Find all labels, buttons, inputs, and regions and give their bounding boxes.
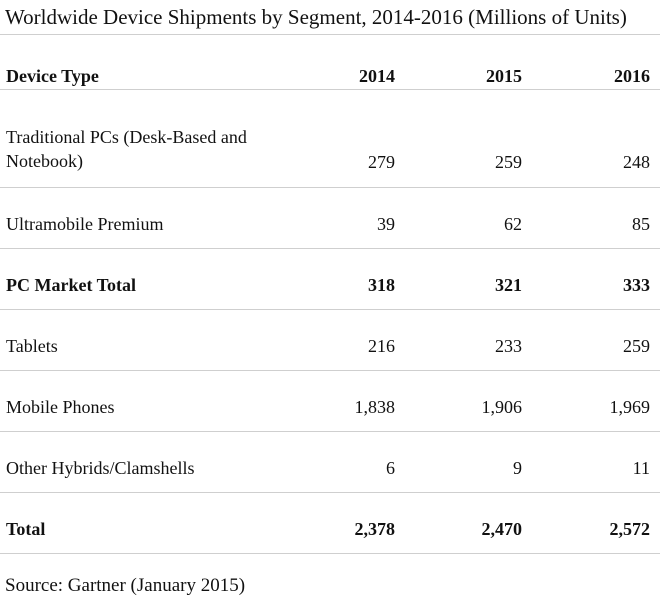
row-label: Traditional PCs (Desk-Based and Notebook… bbox=[6, 127, 247, 171]
table-row: Ultramobile Premium 39 62 85 bbox=[0, 188, 660, 249]
row-label: Total bbox=[6, 519, 46, 539]
table-row: Mobile Phones 1,838 1,906 1,969 bbox=[0, 371, 660, 432]
cell-2015: 321 bbox=[495, 275, 522, 295]
row-label: Ultramobile Premium bbox=[6, 214, 164, 234]
cell-2015: 1,906 bbox=[481, 397, 523, 417]
cell-2014: 39 bbox=[377, 214, 395, 234]
row-label: Tablets bbox=[6, 336, 58, 356]
cell-2014: 318 bbox=[368, 275, 395, 295]
cell-2016: 2,572 bbox=[609, 519, 651, 539]
cell-2016: 1,969 bbox=[609, 397, 651, 417]
cell-2015: 62 bbox=[504, 214, 522, 234]
cell-2014: 216 bbox=[368, 336, 395, 356]
table-title: Worldwide Device Shipments by Segment, 2… bbox=[5, 5, 627, 29]
source-note: Source: Gartner (January 2015) bbox=[5, 575, 246, 596]
cell-2016: 333 bbox=[623, 275, 650, 295]
table-row: Tablets 216 233 259 bbox=[0, 310, 660, 371]
cell-2016: 11 bbox=[632, 458, 650, 478]
row-label: PC Market Total bbox=[6, 275, 136, 295]
cell-2014: 6 bbox=[386, 458, 395, 478]
cell-2016: 248 bbox=[623, 152, 650, 172]
table-header-row: Device Type 2014 2015 2016 bbox=[0, 35, 660, 90]
table-row: Traditional PCs (Desk-Based and Notebook… bbox=[0, 90, 660, 188]
cell-2015: 2,470 bbox=[481, 519, 523, 539]
cell-2016: 259 bbox=[623, 336, 650, 356]
header-2014: 2014 bbox=[359, 66, 395, 86]
table-row: Other Hybrids/Clamshells 6 9 11 bbox=[0, 432, 660, 493]
shipments-table: Device Type 2014 2015 2016 Traditional P… bbox=[0, 34, 660, 554]
header-2016: 2016 bbox=[614, 66, 650, 86]
cell-2014: 2,378 bbox=[354, 519, 396, 539]
cell-2016: 85 bbox=[632, 214, 650, 234]
table-row: PC Market Total 318 321 333 bbox=[0, 249, 660, 310]
header-device-type: Device Type bbox=[6, 66, 99, 86]
row-label: Other Hybrids/Clamshells bbox=[6, 458, 195, 478]
table-row: Total 2,378 2,470 2,572 bbox=[0, 493, 660, 554]
cell-2015: 233 bbox=[495, 336, 522, 356]
cell-2015: 9 bbox=[513, 458, 522, 478]
cell-2014: 1,838 bbox=[354, 397, 396, 417]
cell-2014: 279 bbox=[368, 152, 395, 172]
row-label: Mobile Phones bbox=[6, 397, 115, 417]
header-2015: 2015 bbox=[486, 66, 522, 86]
cell-2015: 259 bbox=[495, 152, 522, 172]
